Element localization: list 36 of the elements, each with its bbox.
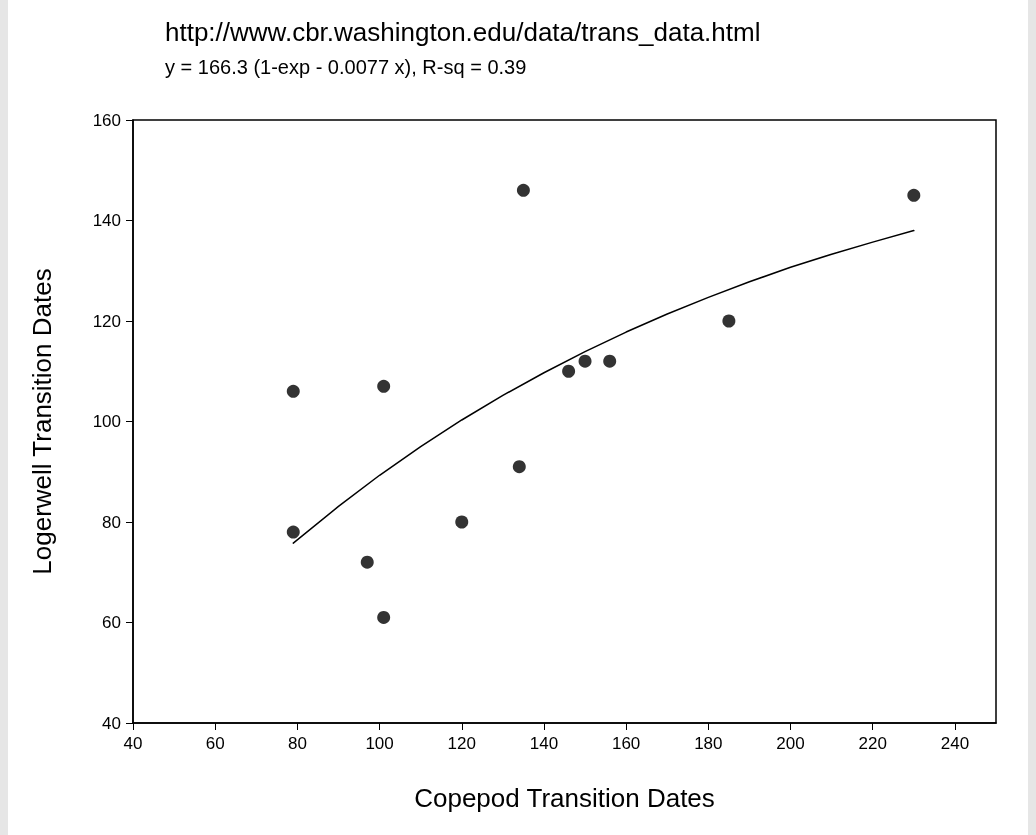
line-series	[292, 229, 915, 544]
x-tick-label: 60	[205, 734, 225, 753]
y-tick-label: 140	[92, 211, 121, 230]
point	[722, 314, 736, 328]
y-tick-label: 40	[102, 713, 121, 733]
point	[360, 555, 374, 569]
point	[377, 610, 391, 624]
x-tick-label: 140	[529, 734, 559, 753]
chart-title: http://www.cbr.washington.edu/data/trans_data.html	[165, 17, 761, 47]
y-tick-label: 120	[92, 311, 121, 331]
x-tick-label: 100	[365, 734, 394, 753]
x-tick-label: 80	[287, 734, 307, 753]
point	[286, 525, 300, 539]
x-tick-label: 180	[694, 734, 723, 753]
x-tick-label: 200	[776, 734, 805, 753]
x-tick-label: 240	[940, 734, 970, 753]
x-tick-label: 160	[611, 734, 641, 753]
x-tick-label: 220	[858, 734, 887, 753]
point	[562, 364, 576, 378]
x-axis-title: Copepod Transition Dates	[414, 783, 715, 813]
point	[286, 384, 300, 398]
y-tick-label: 80	[102, 512, 121, 532]
x-tick-label: 120	[447, 734, 476, 753]
y-axis-title: Logerwell Transition Dates	[27, 268, 57, 575]
point	[603, 354, 617, 368]
y-tick-label: 100	[92, 412, 121, 431]
y-tick-label: 60	[102, 613, 121, 632]
y-tick-label: 160	[92, 110, 121, 130]
point	[512, 460, 526, 474]
point	[907, 188, 921, 202]
point	[516, 183, 530, 197]
chart-subtitle: y = 166.3 (1-exp - 0.0077 x), R-sq = 0.39	[165, 56, 527, 78]
point	[578, 354, 592, 368]
point	[377, 379, 391, 393]
point	[455, 515, 469, 529]
x-tick-label: 40	[123, 734, 143, 753]
